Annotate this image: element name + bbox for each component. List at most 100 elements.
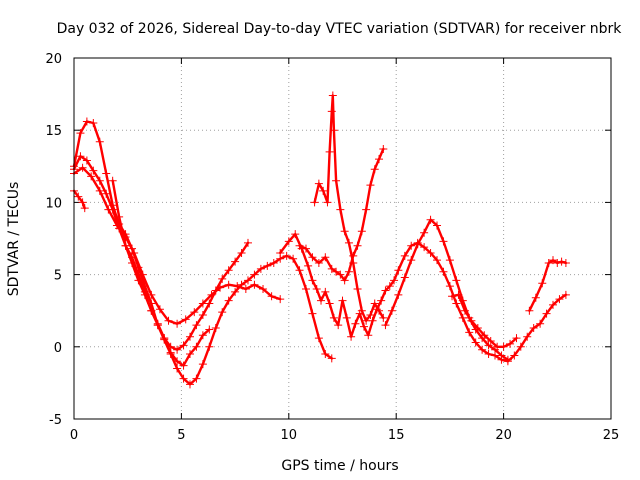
data-point — [400, 273, 409, 282]
satellite-track-1-line — [72, 120, 333, 386]
data-point — [328, 91, 337, 100]
data-point — [452, 299, 461, 308]
data-point — [366, 311, 375, 320]
satellite-track-10 — [448, 290, 521, 351]
data-point — [323, 198, 332, 207]
data-point — [329, 126, 338, 135]
data-point — [241, 285, 250, 294]
data-point — [370, 165, 379, 174]
data-point — [536, 319, 545, 328]
data-point — [308, 309, 317, 318]
data-point — [486, 337, 495, 346]
data-point — [207, 290, 216, 299]
data-point — [211, 324, 220, 333]
data-point — [218, 274, 227, 283]
data-point — [516, 342, 525, 351]
data-point — [420, 228, 429, 237]
x-tick-label: 15 — [388, 428, 405, 443]
data-point — [379, 144, 388, 153]
data-point — [381, 321, 390, 330]
data-point — [420, 243, 429, 252]
data-point — [366, 181, 375, 190]
data-point — [336, 270, 345, 279]
satellite-track-4-line — [72, 189, 86, 210]
data-point — [89, 118, 98, 127]
data-point — [344, 238, 353, 247]
data-point — [452, 276, 461, 285]
y-tick-label: 0 — [54, 341, 62, 356]
data-point — [387, 306, 396, 315]
data-point — [147, 306, 156, 315]
data-point — [108, 176, 117, 185]
data-point — [321, 350, 330, 359]
data-point — [155, 305, 164, 314]
satellite-track-4 — [70, 186, 89, 213]
data-point — [121, 241, 130, 250]
data-point — [538, 279, 547, 288]
data-point — [310, 198, 319, 207]
data-point — [185, 350, 194, 359]
data-point — [329, 313, 338, 322]
data-point — [250, 270, 259, 279]
data-point — [198, 331, 207, 340]
data-point — [134, 270, 143, 279]
satellite-track-6 — [276, 230, 570, 366]
data-point — [506, 339, 515, 348]
data-point — [78, 163, 87, 172]
data-point — [127, 253, 136, 262]
data-point — [553, 259, 562, 268]
data-point — [561, 290, 570, 299]
data-point — [529, 324, 538, 333]
data-point — [375, 155, 384, 164]
data-point — [205, 325, 214, 334]
data-point — [379, 313, 388, 322]
data-point — [445, 282, 454, 291]
data-point — [224, 266, 233, 275]
x-tick-label: 20 — [495, 428, 512, 443]
data-point — [291, 230, 300, 239]
data-point — [190, 308, 199, 317]
data-point — [460, 306, 469, 315]
satellite-track-9-line — [384, 218, 510, 361]
data-point — [140, 287, 149, 296]
data-point — [164, 316, 173, 325]
data-point — [448, 292, 457, 301]
data-point — [325, 147, 334, 156]
data-point — [471, 338, 480, 347]
satellite-track-8 — [310, 91, 388, 325]
data-point — [237, 248, 246, 257]
data-point — [192, 321, 201, 330]
data-point — [224, 280, 233, 289]
data-point — [263, 261, 272, 270]
data-point — [484, 350, 493, 359]
data-point — [549, 300, 558, 309]
data-point — [104, 205, 113, 214]
data-point — [433, 256, 442, 265]
data-point — [413, 240, 422, 249]
data-point — [301, 285, 310, 294]
data-point — [87, 172, 96, 181]
satellite-track-11-line — [528, 259, 568, 312]
data-point — [400, 251, 409, 260]
y-axis-label: SDTVAR / TECUs — [6, 182, 22, 297]
plot-frame — [73, 57, 612, 420]
data-point — [216, 283, 225, 292]
satellite-track-5-line — [111, 179, 211, 367]
data-point — [192, 374, 201, 383]
data-point — [218, 308, 227, 317]
data-point — [439, 237, 448, 246]
y-tick-label: 10 — [45, 196, 62, 211]
data-point — [555, 295, 564, 304]
data-point — [338, 296, 347, 305]
data-point — [353, 285, 362, 294]
data-point — [314, 259, 323, 268]
data-point — [317, 296, 326, 305]
data-point — [147, 290, 156, 299]
data-point — [327, 354, 336, 363]
data-point — [179, 374, 188, 383]
data-point — [426, 215, 435, 224]
y-tick-label: 5 — [54, 269, 62, 284]
data-point — [357, 227, 366, 236]
satellite-track-2-line — [72, 154, 250, 351]
